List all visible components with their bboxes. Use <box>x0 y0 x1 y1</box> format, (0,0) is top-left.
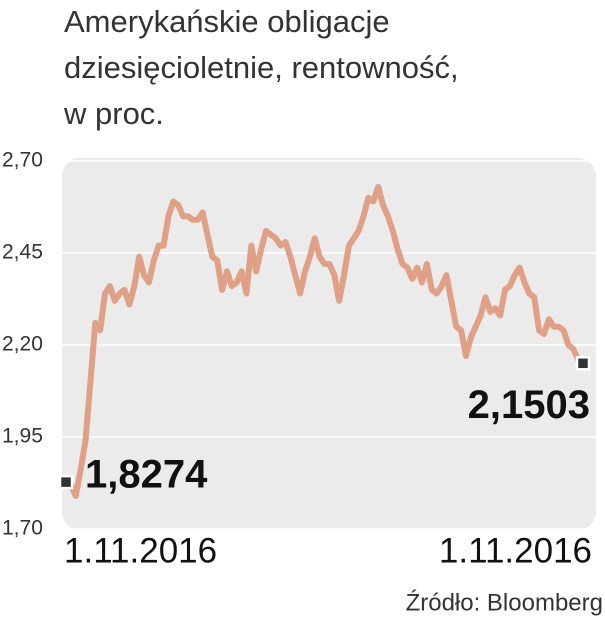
source: Źródło: Bloomberg <box>406 589 603 616</box>
value-label: 1,8274 <box>85 453 208 497</box>
value-label: 2,1503 <box>468 383 590 427</box>
chart-title: dziesięcioletnie, rentowność, <box>64 50 459 85</box>
end-marker <box>575 356 591 371</box>
x-tick-label: 1.11.2016 <box>64 531 217 570</box>
y-tick-label: 1,70 <box>2 517 43 540</box>
end-marker <box>58 474 74 490</box>
y-tick-label: 2,45 <box>2 241 43 264</box>
y-tick-label: 1,95 <box>2 425 43 448</box>
line <box>63 183 586 499</box>
y-tick-label: 2,70 <box>2 149 43 172</box>
chart-title: w proc. <box>63 96 164 131</box>
y-tick-label: 2,20 <box>2 333 43 356</box>
x-tick-label: 1.11.2016 <box>439 531 592 570</box>
chart-title: Amerykańskie obligacje <box>64 4 390 39</box>
